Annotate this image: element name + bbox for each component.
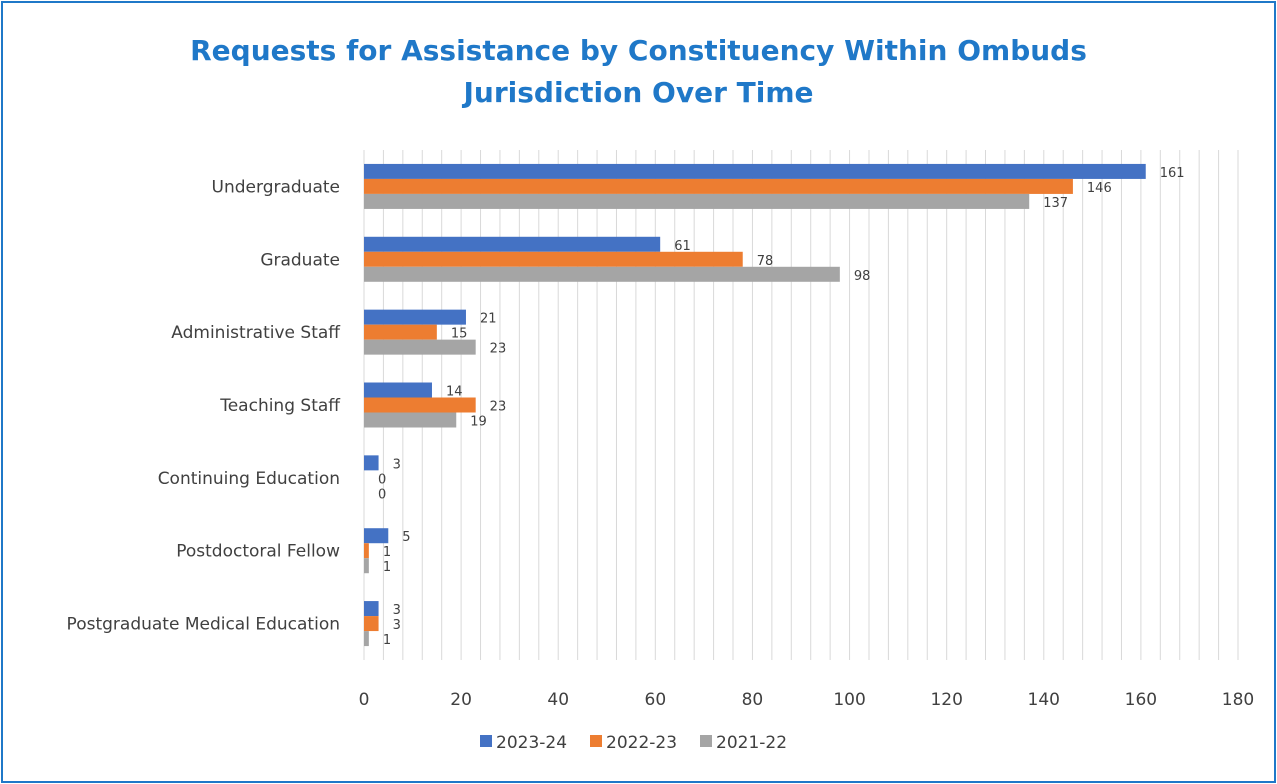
data-label: 98 (854, 269, 871, 284)
chart-title-line-2: Jurisdiction Over Time (463, 76, 814, 109)
x-tick-label: 180 (1222, 690, 1254, 710)
data-label: 61 (674, 239, 691, 254)
data-label: 5 (402, 530, 410, 545)
bar-2023-24 (364, 236, 661, 252)
x-tick-label: 40 (547, 690, 569, 710)
data-label: 1 (383, 545, 391, 560)
data-label: 0 (378, 487, 386, 502)
bar-2023-24 (364, 309, 466, 325)
legend-label: 2022-23 (606, 733, 677, 753)
data-label: 78 (757, 254, 774, 269)
category-label: Postdoctoral Fellow (176, 542, 340, 562)
bar-2021-22 (364, 266, 840, 282)
legend: 2023-24 2022-23 2021-22 (480, 733, 787, 753)
bar-2022-23 (364, 616, 379, 632)
data-label: 23 (490, 342, 507, 357)
legend-swatch (590, 735, 602, 747)
data-label: 19 (470, 415, 487, 430)
bar-2023-24 (364, 455, 379, 471)
bar-2022-23 (364, 178, 1073, 194)
bar-2023-24 (364, 528, 389, 544)
legend-label: 2021-22 (716, 733, 787, 753)
data-label: 3 (393, 457, 401, 472)
bar-2021-22 (364, 412, 457, 428)
category-label: Administrative Staff (171, 323, 341, 343)
category-label: Undergraduate (212, 177, 340, 197)
chart-title-line-1: Requests for Assistance by Constituency … (190, 34, 1087, 67)
data-label: 137 (1043, 196, 1068, 211)
bar-2023-24 (364, 601, 379, 617)
data-label: 161 (1160, 166, 1185, 181)
x-tick-label: 100 (833, 690, 865, 710)
legend-swatch (480, 735, 492, 747)
data-label: 14 (446, 385, 463, 400)
x-tick-label: 60 (645, 690, 667, 710)
category-label: Graduate (260, 250, 340, 270)
x-tick-label: 20 (450, 690, 472, 710)
x-tick-label: 140 (1028, 690, 1060, 710)
data-label: 146 (1087, 181, 1112, 196)
data-label: 1 (383, 633, 391, 648)
labels-layer: 0 20 40 60 80 100 120 140 160 180Undergraduate161… (67, 166, 1255, 710)
category-label: Continuing Education (158, 469, 340, 489)
data-label: 3 (393, 618, 401, 633)
x-tick-label: 80 (742, 690, 764, 710)
data-label: 3 (393, 603, 401, 618)
legend-swatch (700, 735, 712, 747)
bar-2022-23 (364, 251, 743, 267)
data-label: 0 (378, 472, 386, 487)
x-tick-label: 120 (930, 690, 962, 710)
data-label: 1 (383, 560, 391, 575)
bar-2021-22 (364, 631, 369, 647)
category-label: Postgraduate Medical Education (67, 615, 340, 635)
category-label: Teaching Staff (219, 396, 341, 416)
data-label: 21 (480, 312, 497, 327)
bar-2021-22 (364, 339, 476, 355)
bar-2022-23 (364, 397, 476, 413)
data-label: 23 (490, 400, 507, 415)
bar-2021-22 (364, 193, 1030, 209)
legend-label: 2023-24 (496, 733, 567, 753)
bar-2023-24 (364, 382, 432, 398)
bar-2023-24 (364, 163, 1146, 179)
bar-2022-23 (364, 324, 437, 340)
x-tick-label: 0 (359, 690, 370, 710)
bar-2022-23 (364, 543, 369, 559)
bar-2021-22 (364, 558, 369, 574)
data-label: 15 (451, 327, 468, 342)
bars-layer (364, 163, 1146, 647)
chart-title: Requests for Assistance by Constituency … (0, 30, 1277, 114)
x-tick-label: 160 (1125, 690, 1157, 710)
